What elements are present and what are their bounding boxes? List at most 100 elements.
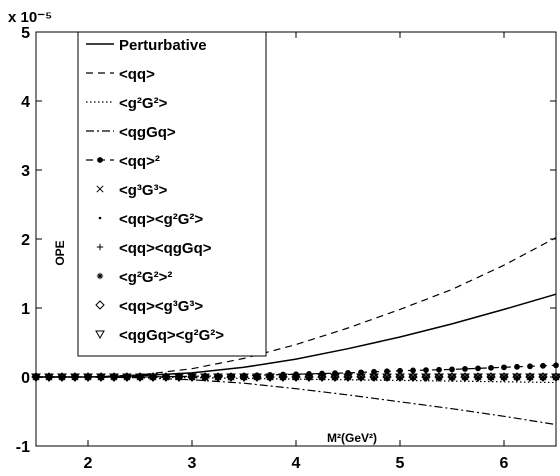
data-point	[396, 373, 404, 381]
data-point	[161, 373, 171, 383]
data-point	[266, 373, 274, 381]
data-point	[409, 373, 417, 381]
series-line	[36, 237, 557, 378]
y-tick-label: -1	[16, 439, 30, 456]
legend-entry: Perturbative	[86, 37, 207, 54]
data-point	[304, 373, 314, 383]
data-point	[45, 373, 53, 381]
data-point	[188, 373, 196, 381]
y-tick-label: 2	[21, 232, 30, 249]
x-tick-label: 5	[396, 455, 405, 472]
legend-entry: <qgGq>	[86, 124, 176, 141]
data-point	[292, 373, 300, 381]
data-point	[96, 272, 104, 280]
data-point	[252, 373, 262, 383]
data-point	[291, 373, 301, 383]
data-point	[435, 373, 443, 381]
y-tick-label: 0	[21, 370, 30, 387]
data-point	[227, 373, 235, 381]
legend-label: <g³G³>	[119, 182, 168, 199]
data-point	[395, 373, 405, 383]
legend-label: <g²G²>	[119, 95, 168, 112]
data-point	[31, 373, 41, 383]
data-point	[552, 373, 560, 381]
data-point	[253, 373, 261, 381]
y-tick-label: 5	[21, 25, 30, 42]
data-point	[370, 373, 378, 381]
data-point	[109, 373, 119, 383]
data-point	[96, 185, 104, 193]
data-point	[110, 373, 118, 381]
data-point	[526, 373, 534, 381]
data-point	[32, 373, 40, 381]
data-point	[448, 373, 456, 381]
data-point	[551, 373, 560, 383]
data-point	[462, 365, 468, 372]
legend-label: <qgGq><g²G²>	[119, 327, 224, 344]
data-point	[214, 373, 222, 381]
data-point	[95, 300, 105, 310]
legend-box	[77, 31, 267, 357]
data-point	[240, 373, 248, 381]
data-point	[473, 373, 483, 383]
legend-label: Perturbative	[119, 37, 207, 54]
legend-label: <qq><g²G²>	[119, 211, 203, 228]
data-point	[527, 363, 533, 370]
data-point	[149, 373, 157, 381]
axes: 2 3 4 5 6 -1 0 1 2 3 4 5	[16, 25, 556, 472]
legend-entry: <g²G²>²	[96, 269, 172, 286]
data-point	[213, 373, 223, 383]
data-point	[499, 373, 509, 383]
data-point	[500, 373, 508, 381]
data-point	[383, 373, 391, 381]
legend-entry: <g²G²>	[86, 95, 168, 112]
x-tick-label: 2	[84, 455, 93, 472]
data-point	[331, 373, 339, 381]
data-point	[486, 373, 496, 383]
data-point	[501, 364, 507, 371]
x-axis-label: M²(GeV²)	[327, 431, 377, 445]
data-point	[343, 373, 353, 383]
data-point	[421, 373, 431, 383]
data-point	[200, 373, 210, 383]
legend-entry: <qq><g²G²>	[98, 211, 203, 228]
data-point	[83, 373, 93, 383]
data-point	[174, 373, 184, 383]
data-point	[369, 373, 379, 383]
data-point	[513, 373, 521, 381]
data-point	[538, 373, 548, 383]
legend-entry: <qq>²	[86, 153, 160, 170]
data-point	[408, 373, 418, 383]
data-point	[97, 373, 105, 381]
legend-label: <qq>²	[119, 153, 160, 170]
data-point	[278, 373, 288, 383]
data-point	[422, 373, 430, 381]
data-point	[96, 243, 104, 251]
legend-entry: <g³G³>	[96, 182, 168, 199]
data-point	[461, 373, 469, 381]
data-point	[84, 373, 92, 381]
data-point	[162, 373, 170, 381]
data-point	[187, 373, 197, 383]
y-scale-label: x 10⁻⁵	[8, 9, 52, 26]
data-point	[488, 364, 494, 371]
x-tick-label: 3	[188, 455, 197, 472]
data-point	[201, 373, 209, 381]
data-point	[330, 373, 340, 383]
data-point	[135, 373, 145, 383]
data-point	[226, 373, 236, 383]
data-point	[449, 366, 455, 373]
series-group	[31, 237, 560, 426]
data-point	[97, 157, 103, 163]
data-point	[123, 373, 131, 381]
legend-entry: <qq>	[86, 66, 155, 83]
data-point	[434, 373, 444, 383]
legend-entry: <qq><qgGq>	[96, 240, 212, 257]
data-point	[71, 373, 79, 381]
series-<qgGq><g²G²>	[31, 373, 560, 383]
data-point	[96, 373, 106, 383]
data-point	[44, 373, 54, 383]
data-point	[175, 373, 183, 381]
data-point	[57, 373, 67, 383]
